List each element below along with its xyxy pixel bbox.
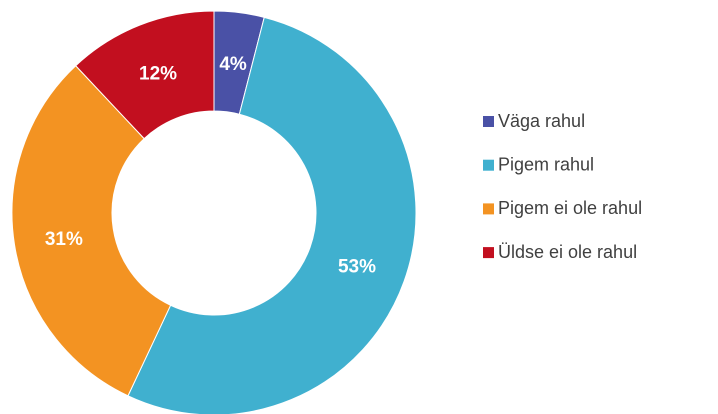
donut-slice — [11, 65, 172, 397]
data-label: 4% — [219, 54, 247, 75]
data-label: 31% — [45, 229, 83, 250]
legend-label: Pigem ei ole rahul — [498, 198, 642, 218]
legend-label: Pigem rahul — [498, 154, 594, 174]
data-label: 53% — [338, 257, 376, 278]
donut-slice — [75, 10, 215, 140]
legend-label: Üldse ei ole rahul — [498, 242, 637, 262]
legend-swatch — [483, 116, 494, 127]
legend-label: Väga rahul — [498, 111, 585, 131]
donut-slice — [127, 16, 417, 414]
legend-swatch — [483, 247, 494, 259]
data-label: 12% — [139, 64, 177, 85]
legend-swatch — [483, 159, 494, 171]
legend-swatch — [483, 203, 494, 215]
